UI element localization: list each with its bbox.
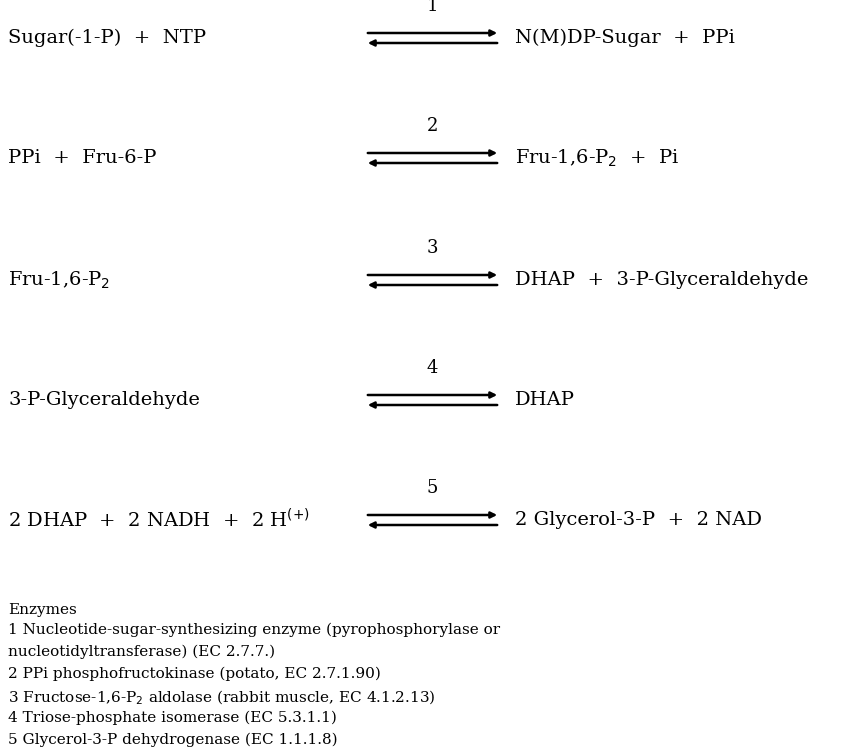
- Text: 5 Glycerol-3-P dehydrogenase (EC 1.1.1.8): 5 Glycerol-3-P dehydrogenase (EC 1.1.1.8…: [8, 733, 338, 747]
- Text: 3-P-Glyceraldehyde: 3-P-Glyceraldehyde: [8, 391, 200, 409]
- Text: 2: 2: [427, 117, 438, 135]
- Text: DHAP  +  3-P-Glyceraldehyde: DHAP + 3-P-Glyceraldehyde: [515, 271, 808, 289]
- Text: 1 Nucleotide-sugar-synthesizing enzyme (pyrophosphorylase or: 1 Nucleotide-sugar-synthesizing enzyme (…: [8, 623, 500, 637]
- Text: nucleotidyltransferase) (EC 2.7.7.): nucleotidyltransferase) (EC 2.7.7.): [8, 645, 275, 660]
- Text: Enzymes: Enzymes: [8, 603, 76, 617]
- Text: Fru-1,6-P$_2$: Fru-1,6-P$_2$: [8, 269, 110, 291]
- Text: 3 Fructose-1,6-P$_2$ aldolase (rabbit muscle, EC 4.1.2.13): 3 Fructose-1,6-P$_2$ aldolase (rabbit mu…: [8, 689, 436, 708]
- Text: 2 PPi phosphofructokinase (potato, EC 2.7.1.90): 2 PPi phosphofructokinase (potato, EC 2.…: [8, 667, 381, 681]
- Text: 3: 3: [427, 239, 438, 257]
- Text: PPi  +  Fru-6-P: PPi + Fru-6-P: [8, 149, 156, 167]
- Text: 2 Glycerol-3-P  +  2 NAD: 2 Glycerol-3-P + 2 NAD: [515, 511, 762, 529]
- Text: 1: 1: [427, 0, 438, 15]
- Text: 2 DHAP  +  2 NADH  +  2 H$^{(+)}$: 2 DHAP + 2 NADH + 2 H$^{(+)}$: [8, 509, 310, 532]
- Text: 5: 5: [427, 479, 438, 497]
- Text: Fru-1,6-P$_2$  +  Pi: Fru-1,6-P$_2$ + Pi: [515, 147, 679, 168]
- Text: Sugar(-1-P)  +  NTP: Sugar(-1-P) + NTP: [8, 29, 206, 47]
- Text: 4 Triose-phosphate isomerase (EC 5.3.1.1): 4 Triose-phosphate isomerase (EC 5.3.1.1…: [8, 711, 337, 726]
- Text: N(M)DP-Sugar  +  PPi: N(M)DP-Sugar + PPi: [515, 29, 735, 47]
- Text: 4: 4: [427, 359, 438, 377]
- Text: DHAP: DHAP: [515, 391, 575, 409]
